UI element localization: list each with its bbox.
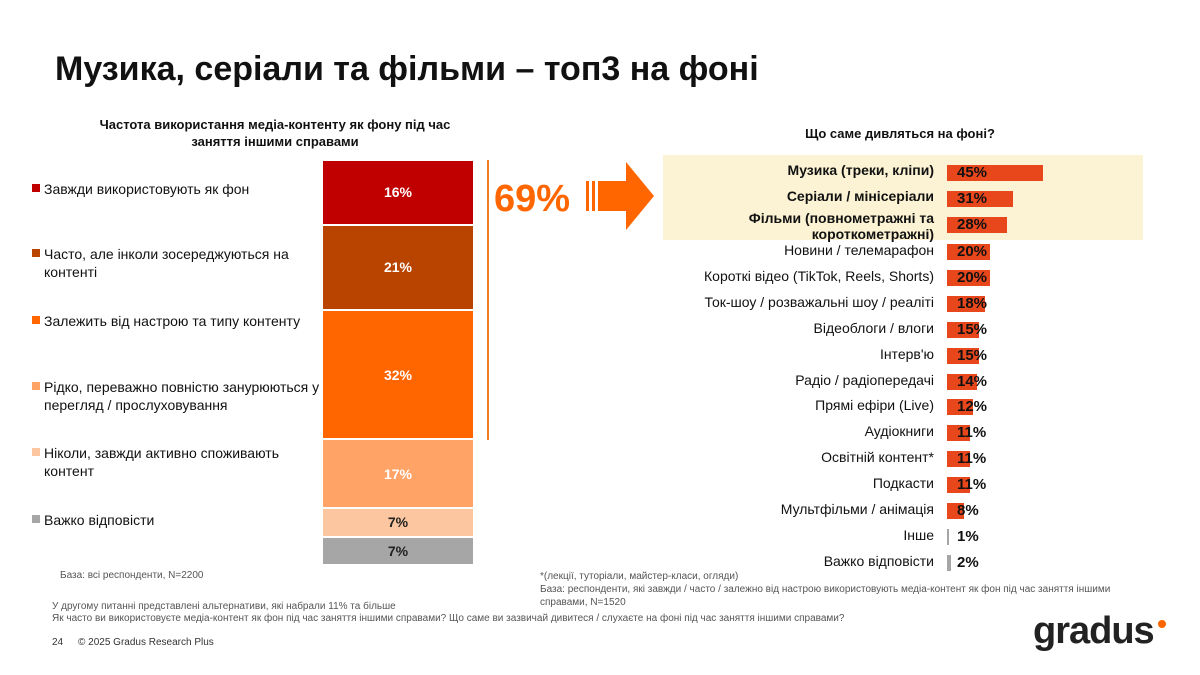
stack-segment: 7%: [323, 509, 473, 536]
left-chart-title: Частота використання медіа-контенту як ф…: [60, 116, 490, 150]
bar: [947, 503, 965, 519]
legend-item: Залежить від настрою та типу контенту: [32, 312, 322, 330]
logo-dot-icon: [1158, 620, 1166, 628]
bar-category-label: Відеоблоги / влоги: [813, 319, 934, 336]
bar-category-label: Ток-шоу / розважальні шоу / реаліті: [704, 293, 935, 310]
bar: [947, 347, 979, 364]
bar: [947, 244, 990, 260]
bar-value-label: 1%: [957, 527, 979, 545]
bar: [947, 528, 950, 545]
page-title: Музика, серіали та фільми – топ3 на фоні: [55, 50, 759, 88]
bar-category-label: Серіали / мінісеріали: [786, 188, 934, 204]
stack-segment: 21%: [323, 225, 473, 309]
bar-category-label: Новини / телемарафон: [784, 242, 934, 258]
left-chart-title-line2: заняття іншими справами: [191, 134, 359, 149]
legend-swatch: [32, 515, 40, 523]
bar: [947, 425, 971, 442]
footer-line1: У другому питанні представлені альтернат…: [52, 601, 396, 612]
bar-category-label: Прямі ефіри (Live): [815, 397, 934, 414]
legend-swatch: [32, 382, 40, 390]
bar-category-label: Подкасти: [872, 475, 934, 492]
bar-category-label: Радіо / радіопередачі: [795, 371, 934, 388]
bar-value-label: 11%: [957, 476, 987, 494]
top3-highlight: [663, 155, 1143, 240]
bar-category-label: Важко відповісти: [823, 552, 934, 569]
bar-value-label: 14%: [957, 372, 988, 390]
bar: [947, 399, 973, 416]
legend-swatch: [32, 249, 40, 257]
bar: [947, 165, 1043, 181]
total-percentage: 69%: [494, 178, 571, 220]
legend-item: Часто, але інколи зосереджуються на конт…: [32, 245, 322, 281]
right-base-line1: База: респонденти, які завжди / часто / …: [540, 584, 1111, 595]
bar-category-label: Інтерв'ю: [879, 345, 934, 362]
bracket-line: [487, 160, 489, 440]
stack-segment: 17%: [323, 440, 473, 508]
legend-item: Рідко, переважно повністю занурюються у …: [32, 378, 322, 414]
bar-category-label: Короткі відео (TikTok, Reels, Shorts): [704, 267, 934, 284]
stack-segment: 7%: [323, 537, 473, 564]
bar-category-label: Музика (треки, кліпи): [787, 162, 934, 178]
bar-category-label: Аудіокниги: [864, 423, 934, 440]
bar-value-label: 18%: [957, 294, 988, 312]
bar-value-label: 28%: [957, 216, 988, 233]
left-chart-title-line1: Частота використання медіа-контенту як ф…: [99, 117, 451, 132]
bar-value-label: 45%: [957, 164, 988, 181]
bar: [947, 321, 979, 338]
page-number: 24: [52, 637, 64, 648]
bar-value-label: 11%: [957, 424, 987, 442]
legend-swatch: [32, 184, 40, 192]
bar-value-label: 15%: [957, 346, 988, 364]
bar: [947, 554, 952, 571]
bar-value-label: 15%: [957, 320, 988, 338]
bar: [947, 477, 971, 494]
bar-category-label: Освітній контент*: [821, 449, 934, 466]
bar: [947, 295, 986, 312]
stack-segment: 16%: [323, 161, 473, 224]
bar: [947, 373, 977, 390]
legend-swatch: [32, 448, 40, 456]
right-footnote: *(лекції, туторіали, майстер-класи, огля…: [540, 571, 739, 582]
bar: [947, 269, 990, 286]
arrow-right-icon: [586, 162, 654, 230]
bar: [947, 217, 1007, 233]
left-base-note: База: всі респонденти, N=2200: [60, 570, 204, 581]
legend-item: Ніколи, завжди активно споживають контен…: [32, 444, 322, 480]
right-chart-title: Що саме дивляться на фоні?: [805, 126, 995, 141]
bar-value-label: 11%: [957, 450, 987, 468]
right-base-line2: справами, N=1520: [540, 597, 626, 608]
footer-line2: Як часто ви використовуєте медіа-контент…: [52, 613, 845, 624]
legend-swatch: [32, 316, 40, 324]
legend-label: Рідко, переважно повністю занурюються у …: [44, 379, 320, 413]
legend-item: Важко відповісти: [32, 511, 322, 529]
copyright: © 2025 Gradus Research Plus: [78, 637, 214, 648]
legend-label: Важко відповісти: [44, 512, 155, 528]
bar-value-label: 2%: [957, 553, 979, 571]
legend-label: Часто, але інколи зосереджуються на конт…: [44, 246, 289, 280]
bar-category-label: Мультфільми / анімація: [780, 501, 934, 517]
bar-category-label: Фільми (повнометражні та короткометражні…: [748, 210, 934, 242]
legend-label: Ніколи, завжди активно споживають контен…: [44, 445, 279, 479]
bar-value-label: 20%: [957, 268, 988, 286]
legend-label: Завжди використовують як фон: [44, 181, 250, 197]
gradus-logo: gradus: [1033, 610, 1155, 652]
bar-value-label: 20%: [957, 243, 988, 260]
bar-value-label: 8%: [957, 502, 979, 519]
stack-segment: 32%: [323, 310, 473, 439]
bar-category-label: Інше: [903, 526, 934, 543]
right-base-note: База: респонденти, які завжди / часто / …: [540, 583, 1140, 609]
bar-value-label: 12%: [957, 398, 988, 416]
bar-value-label: 31%: [957, 190, 988, 207]
legend-label: Залежить від настрою та типу контенту: [44, 313, 301, 329]
legend-item: Завжди використовують як фон: [32, 180, 322, 198]
bar: [947, 451, 971, 468]
bar: [947, 191, 1014, 207]
